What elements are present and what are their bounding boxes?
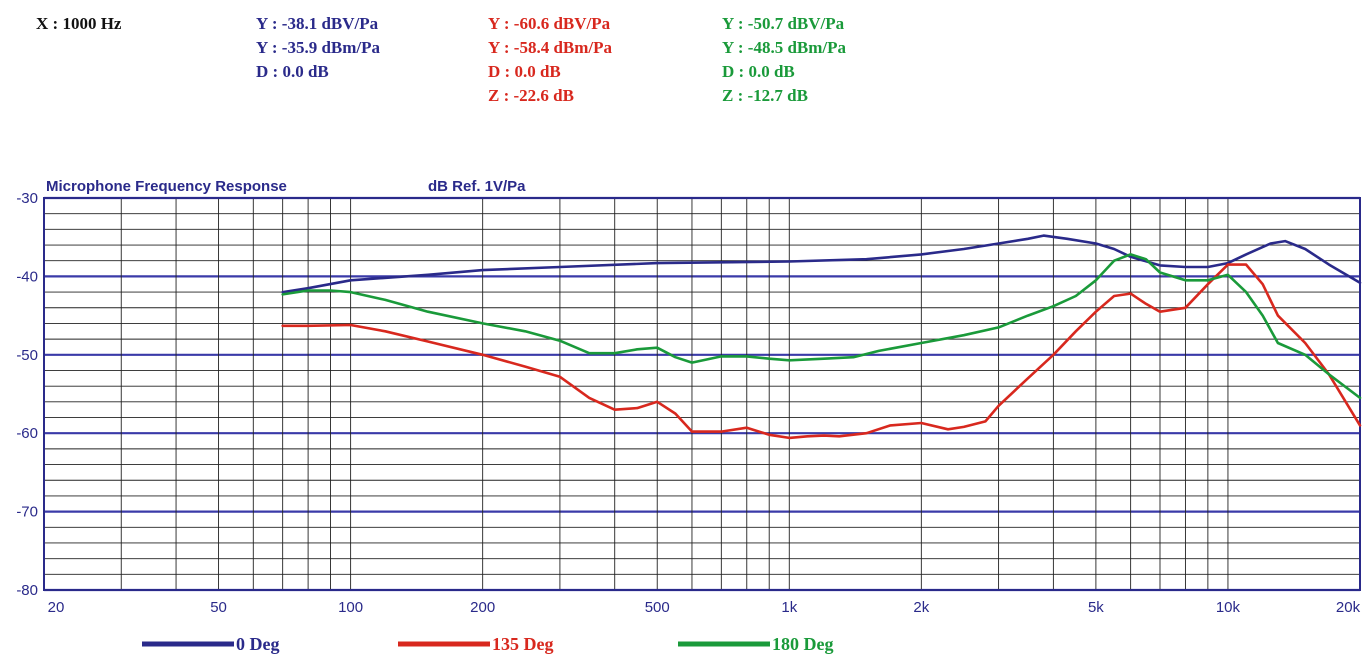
grid [44,196,1360,592]
series-0-readout: Y : -38.1 dBV/Pa Y : -35.9 dBm/Pa D : 0.… [256,12,380,84]
series-0-readout-line: Y : -38.1 dBV/Pa [256,14,379,33]
y-axis-label: dB Ref. 1V/Pa [428,178,526,195]
x-tick-label: 20 [48,599,65,616]
y-tick-label: -80 [16,582,38,599]
legend-item: 135 Deg [398,634,554,654]
x-readout: X : 1000 Hz [36,12,121,36]
x-tick-label: 50 [210,599,227,616]
x-frequency-readout: X : 1000 Hz [36,14,122,33]
x-tick-label: 10k [1216,599,1241,616]
series-line-0 [281,234,1362,294]
x-tick-label: 100 [338,599,363,616]
series-2-readout-line: D : 0.0 dB [722,62,795,81]
legend-item: 180 Deg [678,634,834,654]
plot-frame [43,197,1361,591]
x-tick-label: 200 [470,599,495,616]
series-1-readout-line: D : 0.0 dB [488,62,561,81]
series-2-readout: Y : -50.7 dBV/Pa Y : -48.5 dBm/Pa D : 0.… [722,12,846,108]
y-tick-label: -50 [16,347,38,364]
legend: 0 Deg 135 Deg 180 Deg [142,634,834,654]
series-lines [281,234,1362,440]
y-axis-ticks: -30 -40 -50 -60 -70 -80 [16,190,38,599]
series-2-readout-line: Z : -12.7 dB [722,86,808,105]
x-axis-ticks: 20 50 100 200 500 1k 2k 5k 10k 20k [48,599,1361,616]
legend-label: 180 Deg [772,634,834,654]
series-1-readout: Y : -60.6 dBV/Pa Y : -58.4 dBm/Pa D : 0.… [488,12,612,108]
series-1-readout-line: Y : -58.4 dBm/Pa [488,38,613,57]
chart-title: Microphone Frequency Response [46,178,287,195]
legend-label: 0 Deg [236,634,280,654]
legend-item: 0 Deg [142,634,280,654]
y-tick-label: -70 [16,504,38,521]
x-tick-label: 1k [781,599,797,616]
series-line-2 [281,253,1362,400]
y-tick-label: -40 [16,268,38,285]
y-tick-label: -30 [16,190,38,207]
y-tick-label: -60 [16,425,38,442]
x-tick-label: 5k [1088,599,1104,616]
series-2-readout-line: Y : -48.5 dBm/Pa [722,38,847,57]
x-tick-label: 20k [1336,599,1361,616]
series-2-readout-line: Y : -50.7 dBV/Pa [722,14,845,33]
series-0-readout-line: Y : -35.9 dBm/Pa [256,38,381,57]
series-1-readout-line: Z : -22.6 dB [488,86,574,105]
series-1-readout-line: Y : -60.6 dBV/Pa [488,14,611,33]
x-tick-label: 2k [913,599,929,616]
legend-label: 135 Deg [492,634,554,654]
x-tick-label: 500 [645,599,670,616]
series-0-readout-line: D : 0.0 dB [256,62,329,81]
series-line-1 [281,263,1362,440]
